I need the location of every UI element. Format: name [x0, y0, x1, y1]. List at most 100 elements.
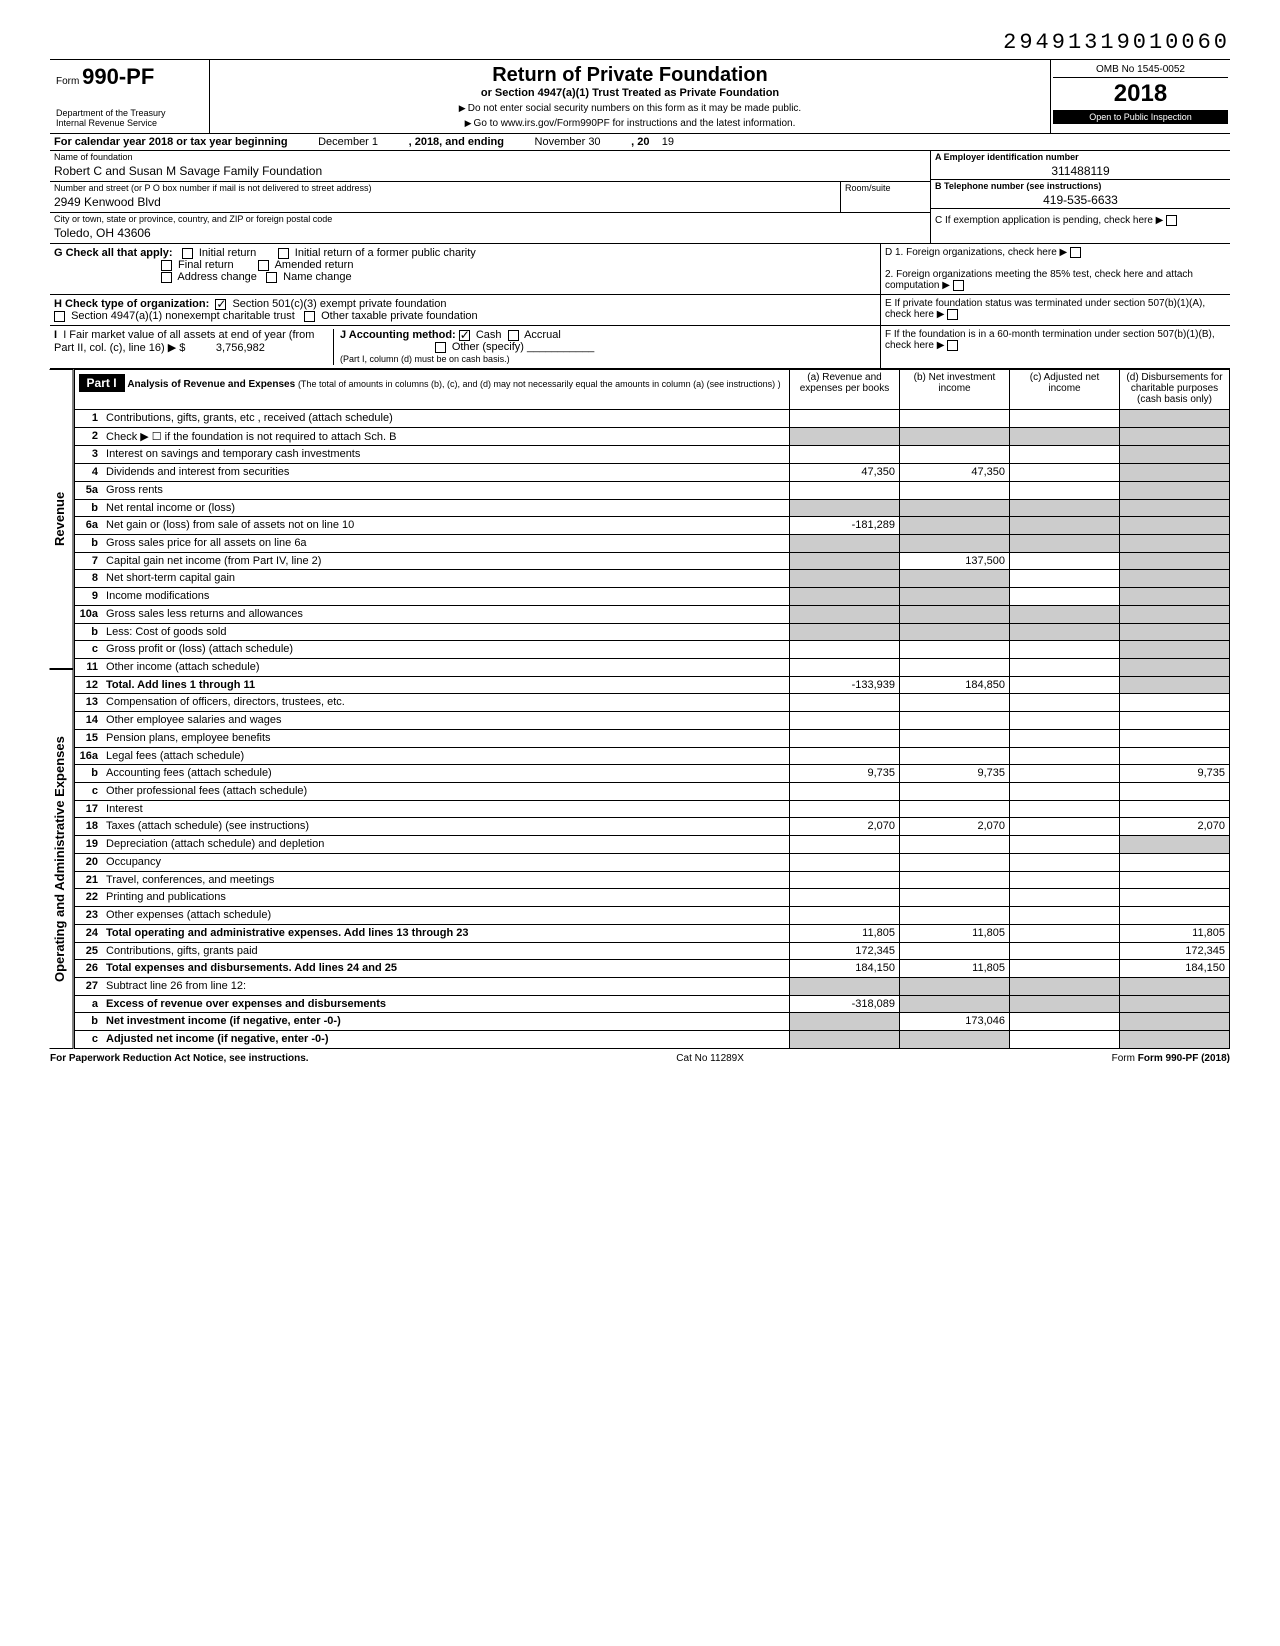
- f-checkbox[interactable]: [947, 340, 958, 351]
- line-num: 5a: [74, 481, 102, 499]
- line-col-c: [1010, 694, 1120, 712]
- line-col-b: [900, 427, 1010, 446]
- line-col-a: [790, 659, 900, 677]
- line-num: 4: [74, 464, 102, 482]
- g-amended-checkbox[interactable]: [258, 260, 269, 271]
- line-col-d: [1120, 409, 1230, 427]
- line-col-c: [1010, 588, 1120, 606]
- d2-checkbox[interactable]: [953, 280, 964, 291]
- line-2: 2Check ▶ ☐ if the foundation is not requ…: [74, 427, 1229, 446]
- line-col-a: 172,345: [790, 942, 900, 960]
- line-col-b: [900, 783, 1010, 801]
- line-col-c: [1010, 427, 1120, 446]
- h-501c3-checkbox[interactable]: [215, 299, 226, 310]
- line-num: 17: [74, 800, 102, 818]
- g-initial-checkbox[interactable]: [182, 248, 193, 259]
- j-cash-checkbox[interactable]: [459, 330, 470, 341]
- g-amended: Amended return: [275, 259, 354, 271]
- j-note: (Part I, column (d) must be on cash basi…: [340, 354, 510, 364]
- line-col-d: [1120, 694, 1230, 712]
- line-num: c: [74, 641, 102, 659]
- line-col-b: [900, 729, 1010, 747]
- line-16a: 16aLegal fees (attach schedule): [74, 747, 1229, 765]
- line-col-a: [790, 836, 900, 854]
- line-col-b: [900, 977, 1010, 995]
- form-prefix: Form: [56, 76, 79, 87]
- d1-checkbox[interactable]: [1070, 247, 1081, 258]
- line-desc: Depreciation (attach schedule) and deple…: [102, 836, 789, 854]
- line-num: 24: [74, 924, 102, 942]
- line-col-d: [1120, 427, 1230, 446]
- line-col-d: [1120, 800, 1230, 818]
- line-num: 7: [74, 552, 102, 570]
- line-desc: Adjusted net income (if negative, enter …: [102, 1031, 789, 1049]
- g-former-checkbox[interactable]: [278, 248, 289, 259]
- line-5b: bNet rental income or (loss): [74, 499, 1229, 517]
- line-col-a: 47,350: [790, 464, 900, 482]
- line-col-a: [790, 570, 900, 588]
- line-col-c: [1010, 409, 1120, 427]
- line-desc: Pension plans, employee benefits: [102, 729, 789, 747]
- h-other-checkbox[interactable]: [304, 311, 315, 322]
- form-number: 990-PF: [82, 64, 154, 89]
- g-namechg-checkbox[interactable]: [266, 272, 277, 283]
- line-col-c: [1010, 446, 1120, 464]
- line-col-b: [900, 641, 1010, 659]
- h-4947: Section 4947(a)(1) nonexempt charitable …: [71, 310, 295, 322]
- f-label: F If the foundation is in a 60-month ter…: [885, 329, 1215, 351]
- line-col-d: [1120, 729, 1230, 747]
- g-final-checkbox[interactable]: [161, 260, 172, 271]
- line-num: 13: [74, 694, 102, 712]
- line-col-b: [900, 409, 1010, 427]
- calendar-year-row: For calendar year 2018 or tax year begin…: [50, 134, 1230, 151]
- line-col-d: [1120, 676, 1230, 694]
- h-other: Other taxable private foundation: [321, 310, 478, 322]
- line-desc: Net investment income (if negative, ente…: [102, 1013, 789, 1031]
- part1-title: Analysis of Revenue and Expenses: [127, 379, 295, 390]
- line-col-b: [900, 499, 1010, 517]
- line-num: 10a: [74, 605, 102, 623]
- j-cash: Cash: [476, 329, 502, 341]
- line-col-a: [790, 977, 900, 995]
- public-inspection: Open to Public Inspection: [1053, 110, 1228, 124]
- revenue-side-label: Revenue: [50, 369, 74, 669]
- line-col-c: [1010, 552, 1120, 570]
- i-dollar: $: [179, 342, 185, 354]
- line-col-b: [900, 605, 1010, 623]
- line-num: 1: [74, 409, 102, 427]
- e-checkbox[interactable]: [947, 309, 958, 320]
- line-desc: Excess of revenue over expenses and disb…: [102, 995, 789, 1013]
- line-col-d: [1120, 534, 1230, 552]
- g-addrchg-checkbox[interactable]: [161, 272, 172, 283]
- line-col-d: [1120, 570, 1230, 588]
- line-col-d: [1120, 446, 1230, 464]
- line-desc: Interest on savings and temporary cash i…: [102, 446, 789, 464]
- line-col-c: [1010, 1013, 1120, 1031]
- h-4947-checkbox[interactable]: [54, 311, 65, 322]
- j-accrual-checkbox[interactable]: [508, 330, 519, 341]
- line-27b: bNet investment income (if negative, ent…: [74, 1013, 1229, 1031]
- line-col-d: 9,735: [1120, 765, 1230, 783]
- line-13: 13Compensation of officers, directors, t…: [74, 694, 1229, 712]
- line-col-d: [1120, 641, 1230, 659]
- g-label: G Check all that apply:: [54, 247, 173, 259]
- city: Toledo, OH 43606: [50, 225, 930, 243]
- line-desc: Total. Add lines 1 through 11: [102, 676, 789, 694]
- j-other-checkbox[interactable]: [435, 342, 446, 353]
- line-num: b: [74, 623, 102, 641]
- line-25: 25Contributions, gifts, grants paid172,3…: [74, 942, 1229, 960]
- line-col-a: [790, 853, 900, 871]
- line-27: 27Subtract line 26 from line 12:: [74, 977, 1229, 995]
- g-final: Final return: [178, 259, 234, 271]
- line-desc: Gross sales less returns and allowances: [102, 605, 789, 623]
- room-label: Room/suite: [841, 182, 930, 194]
- line-9: 9Income modifications: [74, 588, 1229, 606]
- line-desc: Travel, conferences, and meetings: [102, 871, 789, 889]
- line-num: 25: [74, 942, 102, 960]
- line-col-c: [1010, 853, 1120, 871]
- phone: 419-535-6633: [931, 192, 1230, 208]
- line-desc: Printing and publications: [102, 889, 789, 907]
- g-former: Initial return of a former public charit…: [295, 247, 476, 259]
- c-checkbox[interactable]: [1166, 215, 1177, 226]
- cal-begin: December 1: [318, 136, 378, 148]
